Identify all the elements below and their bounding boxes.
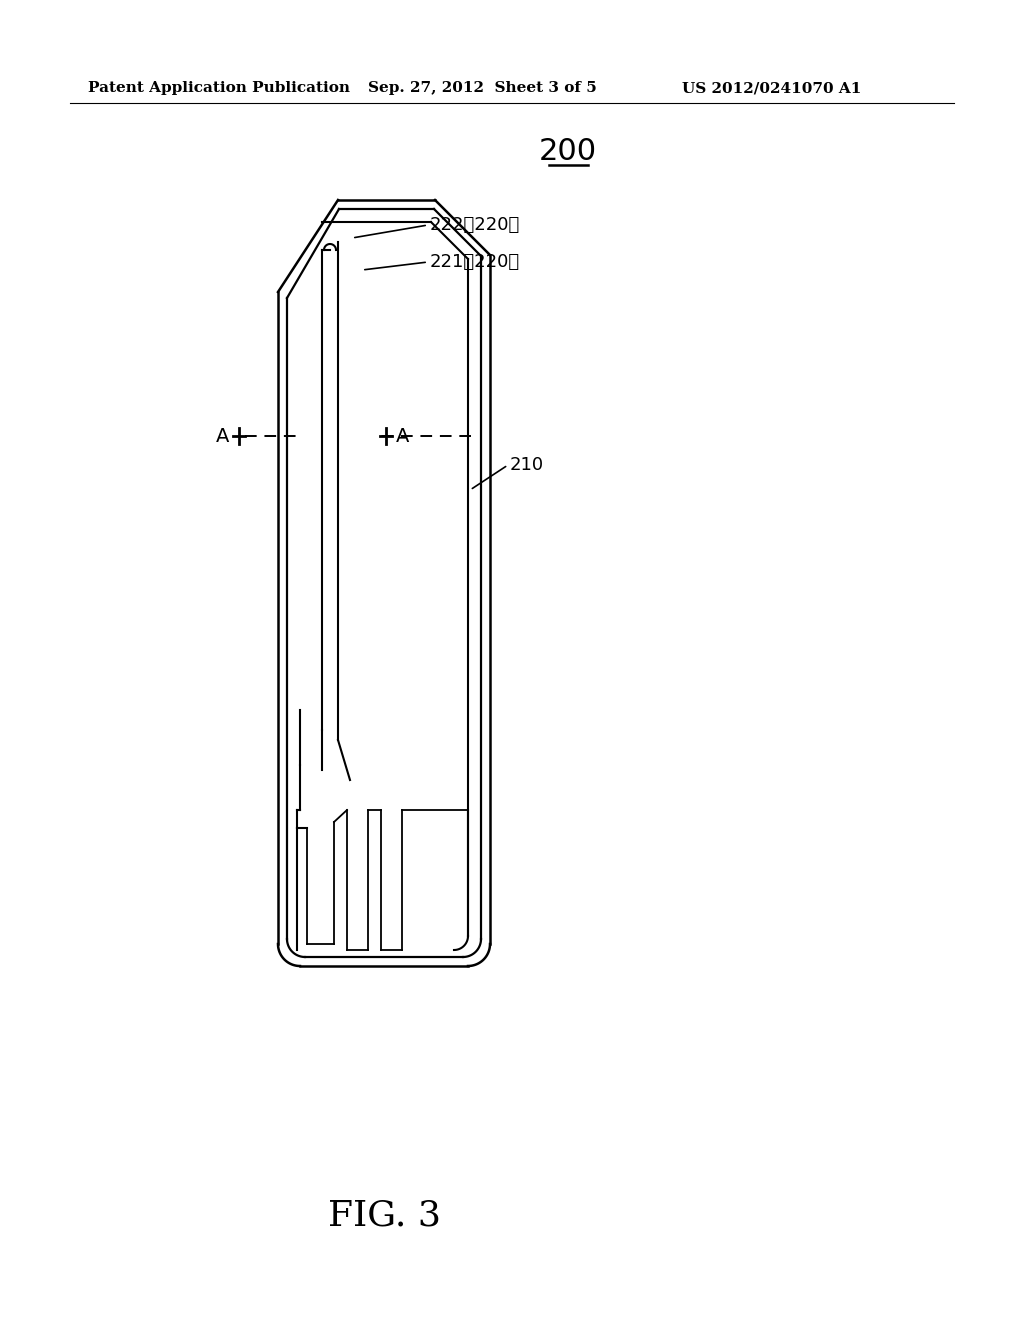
Text: US 2012/0241070 A1: US 2012/0241070 A1 bbox=[682, 81, 861, 95]
Text: A: A bbox=[396, 426, 410, 446]
Text: A: A bbox=[216, 426, 229, 446]
Text: Patent Application Publication: Patent Application Publication bbox=[88, 81, 350, 95]
Text: 200: 200 bbox=[539, 137, 597, 166]
Text: Sep. 27, 2012  Sheet 3 of 5: Sep. 27, 2012 Sheet 3 of 5 bbox=[368, 81, 597, 95]
Text: FIG. 3: FIG. 3 bbox=[328, 1199, 440, 1232]
Text: 210: 210 bbox=[510, 455, 544, 474]
Text: 222〈220〉: 222〈220〉 bbox=[430, 216, 520, 234]
Text: 221〈220〉: 221〈220〉 bbox=[430, 253, 520, 271]
